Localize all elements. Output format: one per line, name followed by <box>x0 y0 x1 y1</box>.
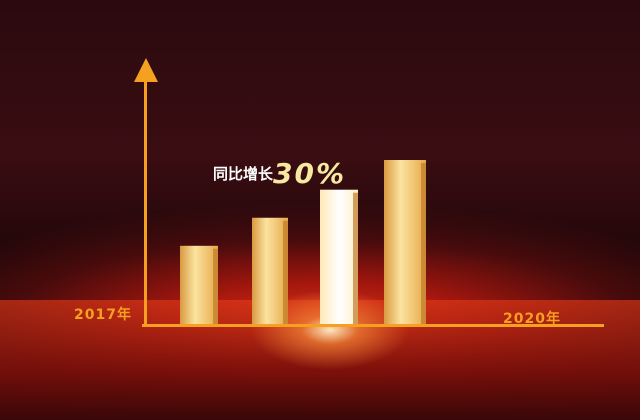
bar-4 <box>384 160 426 325</box>
growth-label: 同比增长 <box>213 165 274 183</box>
y-axis-arrow-icon <box>134 58 158 82</box>
bar-side-2 <box>283 220 288 325</box>
bar-1 <box>180 245 218 325</box>
bar-side-3 <box>353 192 358 325</box>
end-year-label: 2020年 <box>503 311 561 327</box>
bar-side-4 <box>421 163 426 325</box>
x-axis-line <box>142 324 604 327</box>
growth-value: 30% <box>273 157 347 190</box>
start-year-label: 2017年 <box>74 307 132 323</box>
y-axis-line <box>144 76 147 326</box>
bar-3 <box>320 189 358 325</box>
bar-side-1 <box>213 248 218 325</box>
bar-2 <box>252 217 288 325</box>
growth-annotation: 同比增长 30% <box>213 160 346 188</box>
